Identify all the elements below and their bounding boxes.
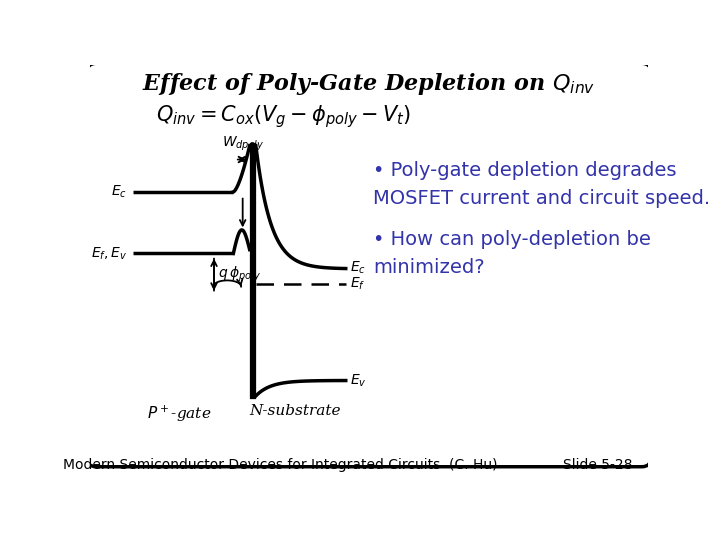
Text: $E_v$: $E_v$ bbox=[350, 372, 366, 389]
Text: Effect of Poly-Gate Depletion on $Q_{inv}$: Effect of Poly-Gate Depletion on $Q_{inv… bbox=[143, 71, 595, 97]
Text: $E_f$: $E_f$ bbox=[350, 276, 365, 293]
Text: • Poly-gate depletion degrades
MOSFET current and circuit speed.: • Poly-gate depletion degrades MOSFET cu… bbox=[373, 161, 710, 208]
Text: N-substrate: N-substrate bbox=[250, 403, 341, 417]
Text: Modern Semiconductor Devices for Integrated Circuits  (C. Hu): Modern Semiconductor Devices for Integra… bbox=[63, 458, 497, 472]
Text: • How can poly-depletion be
minimized?: • How can poly-depletion be minimized? bbox=[373, 231, 651, 278]
Text: $q\,\phi_{poly}$: $q\,\phi_{poly}$ bbox=[218, 265, 261, 284]
Text: $W_{dpoly}$: $W_{dpoly}$ bbox=[222, 135, 264, 153]
Text: $Q_{inv} = C_{ox}(V_g - \phi_{poly} - V_t)$: $Q_{inv} = C_{ox}(V_g - \phi_{poly} - V_… bbox=[156, 103, 411, 130]
Text: $E_c$: $E_c$ bbox=[350, 260, 366, 276]
Text: Slide 5-28: Slide 5-28 bbox=[563, 458, 632, 472]
Text: $E_f, E_v$: $E_f, E_v$ bbox=[91, 245, 127, 262]
FancyBboxPatch shape bbox=[87, 63, 651, 467]
Text: $E_c$: $E_c$ bbox=[111, 184, 127, 200]
Text: $P^+$-gate: $P^+$-gate bbox=[147, 403, 211, 424]
